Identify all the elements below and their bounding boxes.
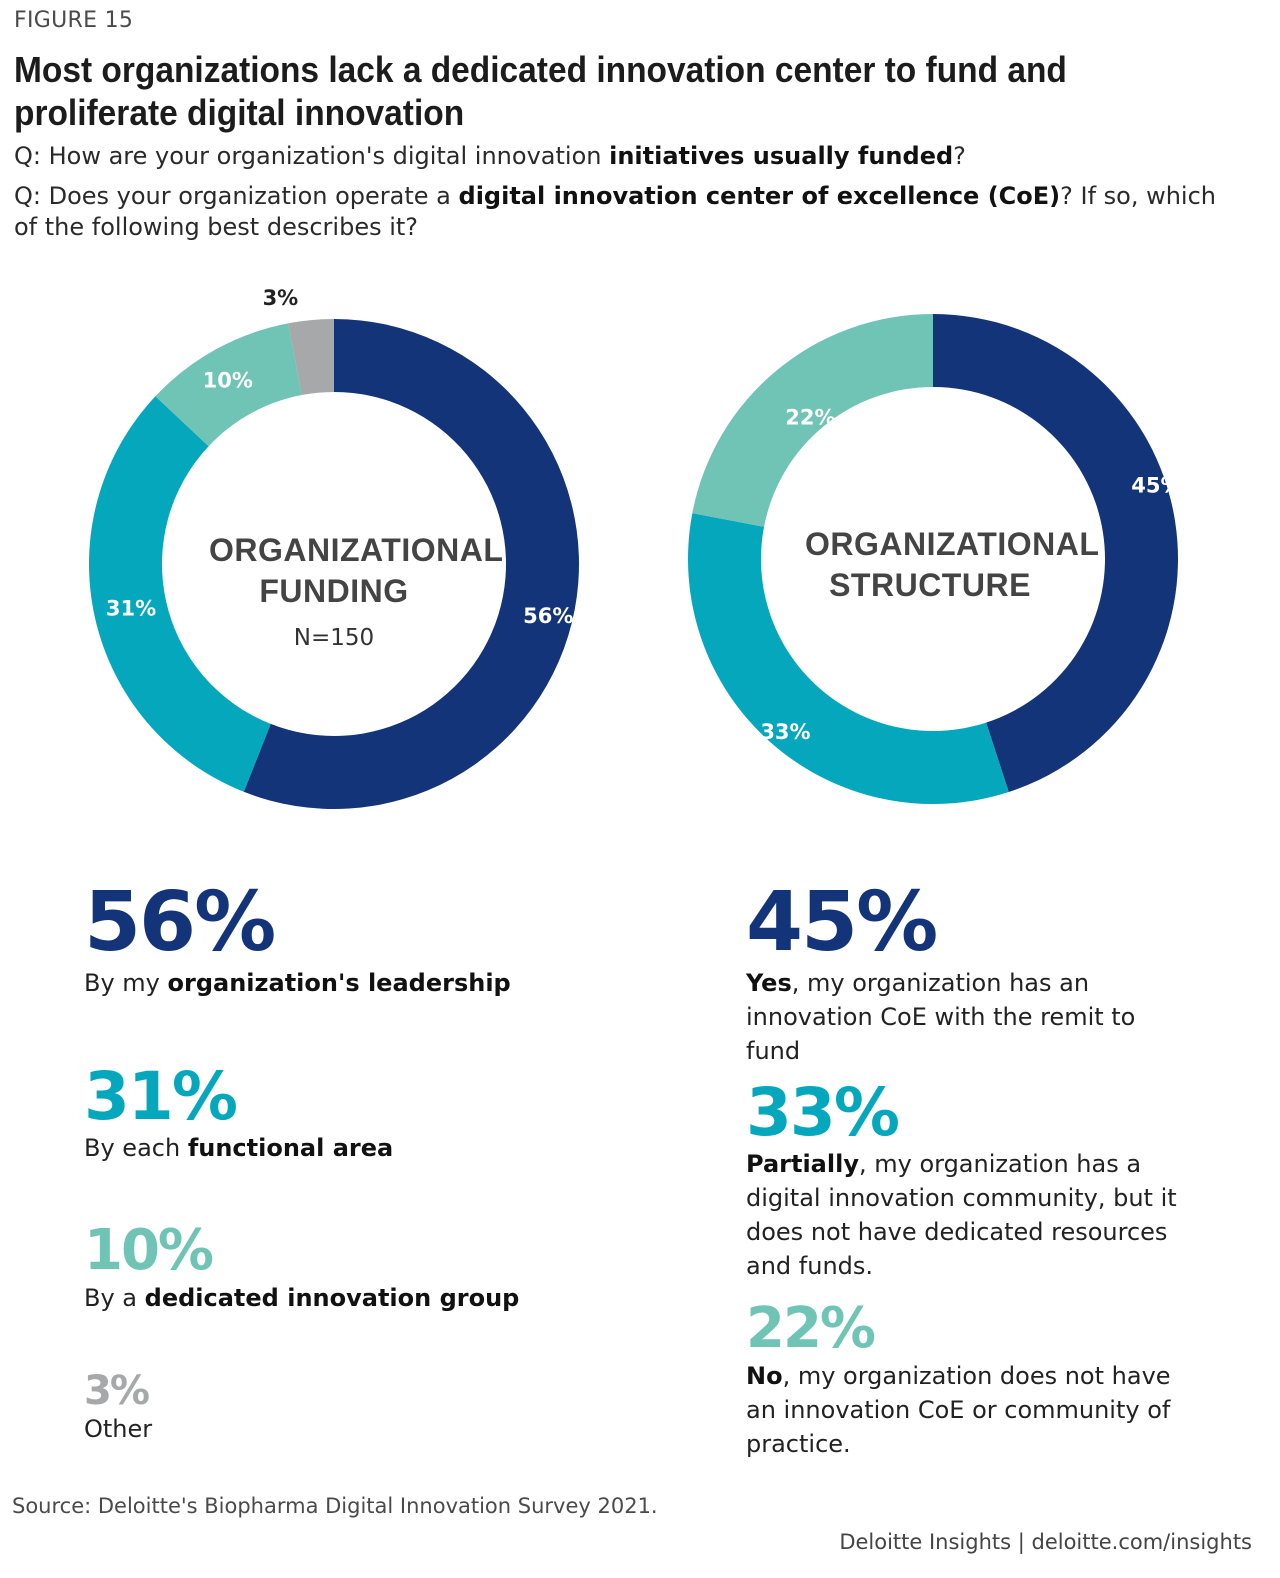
donut-slice: [243, 319, 579, 809]
stat-description-text: , my organization has a digital innovati…: [746, 1150, 1177, 1281]
stat-description-text: By a: [84, 1283, 145, 1312]
stat-description: By a dedicated innovation group: [84, 1281, 604, 1315]
brand-footer: Deloitte Insights | deloitte.com/insight…: [839, 1530, 1252, 1554]
stat-block: 22% No, my organization does not have an …: [746, 1296, 1186, 1461]
question-suffix: ? If so, which of the following best des…: [14, 182, 1217, 241]
donut-slice: [692, 314, 933, 527]
donut-slice: [933, 314, 1178, 793]
stat-description-text: By my: [84, 969, 168, 998]
stat-description-bold: Partially: [746, 1150, 859, 1179]
funding-donut-title: ORGANIZATIONAL FUNDING: [174, 530, 504, 612]
stat-block: 56% By my organization's leadership: [84, 875, 604, 1000]
funding-sample-size: N=150: [293, 625, 375, 651]
stat-value: 56%: [84, 875, 276, 970]
stat-description: Yes, my organization has an innovation C…: [746, 966, 1186, 1068]
stat-value: 22%: [746, 1296, 876, 1361]
donut-slice-label: 56%: [523, 604, 573, 628]
stat-value: 45%: [746, 875, 938, 970]
stat-block: 33% Partially, my organization has a digi…: [746, 1078, 1186, 1283]
donut-slice-label: 45%: [1131, 473, 1181, 497]
donut-slice-label: 22%: [785, 406, 835, 430]
stat-description-text: By each: [84, 1134, 188, 1163]
stat-description-text: Other: [84, 1415, 153, 1443]
funding-donut-title-text: ORGANIZATIONAL FUNDING: [209, 532, 504, 609]
question-prefix: Q: How are your organization's digital i…: [14, 142, 610, 170]
question-bold: digital innovation center of excellence …: [458, 182, 1061, 210]
question-funding: Q: How are your organization's digital i…: [14, 141, 1244, 172]
stat-description: By each functional area: [84, 1131, 604, 1165]
structure-donut-chart: 45% 33% 22%: [687, 314, 1182, 804]
stat-description-bold: functional area: [187, 1134, 394, 1163]
stat-value: 3%: [84, 1368, 150, 1414]
stat-description: By my organization's leadership: [84, 966, 604, 1000]
stat-block: 10% By a dedicated innovation group: [84, 1218, 604, 1315]
donut-slice: [155, 323, 302, 447]
stat-description: Other: [84, 1412, 604, 1446]
donut-slice-label: 3%: [263, 286, 299, 310]
donut-slice-label: 33%: [760, 720, 810, 744]
stat-description-bold: organization's leadership: [167, 969, 511, 998]
figure-label: FIGURE 15: [14, 8, 134, 33]
question-suffix: ?: [953, 142, 966, 170]
donut-slice: [89, 396, 271, 792]
stat-value: 31%: [84, 1058, 238, 1135]
stat-block: 3% Other: [84, 1370, 604, 1446]
stat-description-text: , my organization does not have an innov…: [746, 1361, 1171, 1458]
stat-description: Partially, my organization has a digital…: [746, 1147, 1186, 1283]
stat-block: 31% By each functional area: [84, 1062, 604, 1165]
donut-slice: [687, 513, 1009, 804]
donut-slice: [288, 319, 334, 396]
chart-title: Most organizations lack a dedicated inno…: [14, 49, 1067, 133]
stat-description-bold: No: [746, 1361, 783, 1390]
question-bold: initiatives usually funded: [609, 142, 954, 170]
source-note: Source: Deloitte's Biopharma Digital Inn…: [12, 1494, 658, 1518]
stat-description-bold: Yes: [746, 969, 792, 998]
question-structure: Q: Does your organization operate a digi…: [14, 181, 1244, 243]
structure-donut-title-text: ORGANIZATIONAL STRUCTURE: [805, 526, 1100, 603]
stat-value: 10%: [84, 1218, 214, 1283]
stat-block: 45% Yes, my organization has an innovatio…: [746, 875, 1186, 1068]
question-prefix: Q: Does your organization operate a: [14, 182, 459, 210]
donut-slice-label: 31%: [106, 596, 156, 620]
stat-description-bold: dedicated innovation group: [144, 1283, 520, 1312]
structure-donut-title: ORGANIZATIONAL STRUCTURE: [770, 524, 1100, 606]
stat-description: No, my organization does not have an inn…: [746, 1359, 1186, 1461]
stat-value: 33%: [746, 1074, 900, 1151]
funding-donut-chart: 56% 31% 10% 3%: [89, 286, 579, 809]
donut-slice-label: 10%: [203, 369, 253, 393]
stat-description-text: , my organization has an innovation CoE …: [746, 969, 1136, 1066]
